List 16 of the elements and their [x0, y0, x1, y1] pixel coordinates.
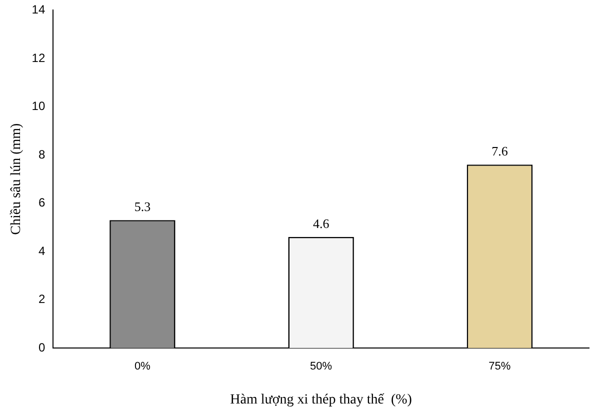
y-tick-label: 12: [32, 50, 46, 65]
y-tick-label: 4: [38, 244, 46, 258]
x-tick-label: 50%: [310, 360, 332, 373]
y-tick-label: 2: [38, 292, 46, 306]
y-tick-label: 14: [32, 2, 46, 17]
y-tick-label: 0: [38, 340, 46, 354]
x-tick-label: 0%: [134, 360, 151, 373]
x-axis-title: Hàm lượng xi thép thay thế (%): [230, 392, 412, 408]
y-tick-label: 10: [32, 99, 46, 114]
y-tick-label: 8: [38, 147, 46, 162]
data-label: 7.6: [492, 144, 508, 159]
data-label: 4.6: [312, 216, 330, 231]
y-tick-label: 6: [38, 196, 46, 210]
data-label: 5.3: [134, 199, 151, 214]
y-axis-title: Chiều sâu lún (mm): [9, 122, 24, 235]
x-tick-label: 75%: [488, 360, 511, 373]
